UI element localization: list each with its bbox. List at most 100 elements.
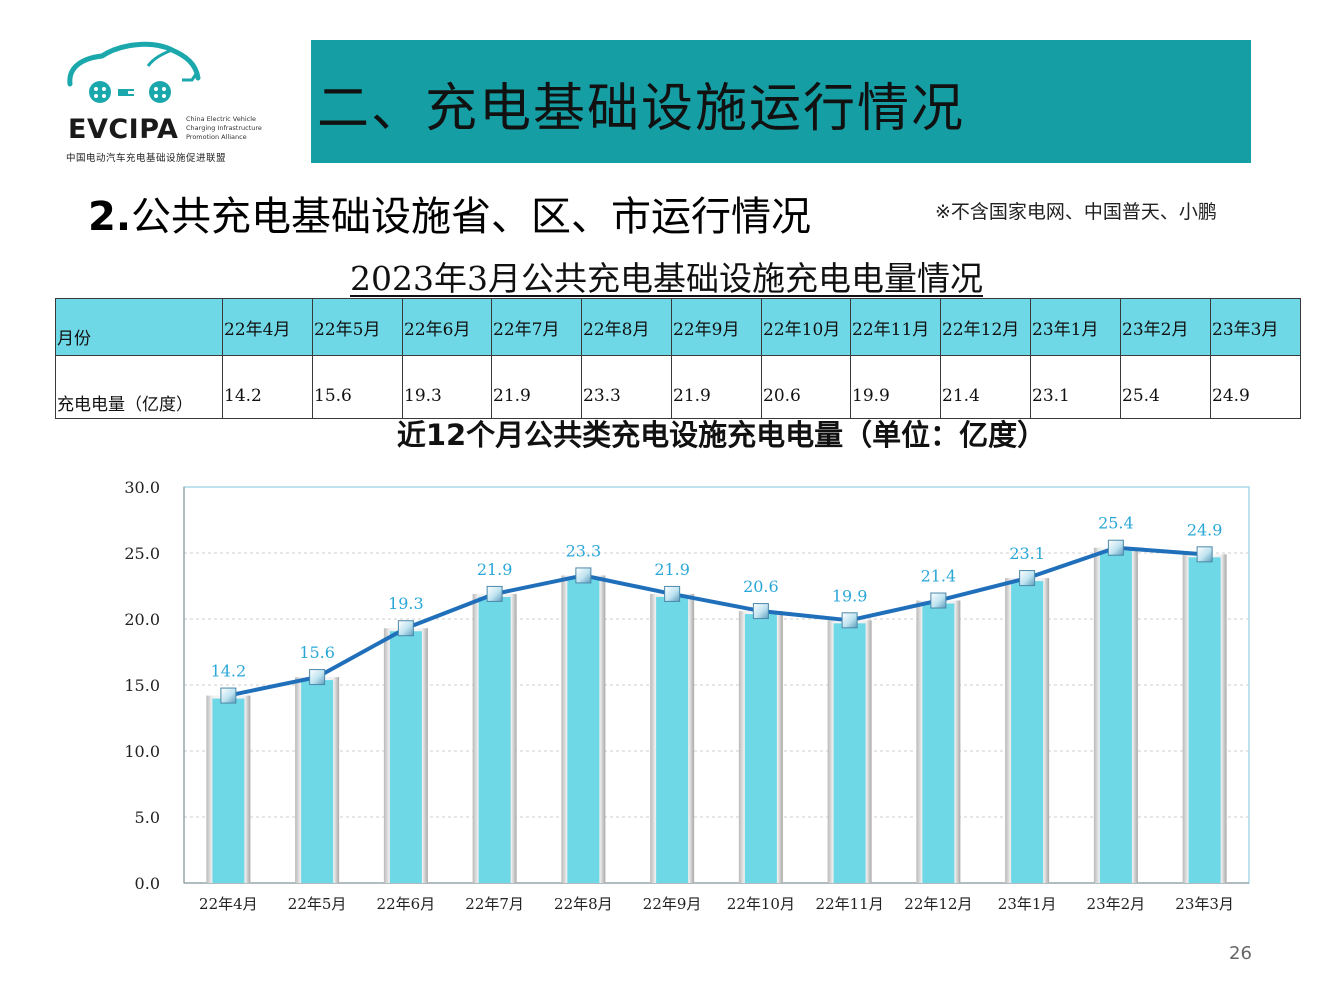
section-title-text: 公共充电基础设施省、区、市运行情况 xyxy=(131,194,812,240)
y-tick-label: 0.0 xyxy=(135,874,160,893)
table-title: 2023年3月公共充电基础设施充电电量情况 xyxy=(0,252,1333,300)
table-header-cell: 22年8月 xyxy=(581,298,672,356)
table-cell: 19.3 xyxy=(402,355,492,419)
data-label: 21.4 xyxy=(921,567,957,586)
table-cell: 19.9 xyxy=(850,355,941,419)
table-header-cell: 23年1月 xyxy=(1030,298,1121,356)
page-number: 26 xyxy=(1229,943,1252,964)
line-marker xyxy=(1196,546,1213,563)
bar xyxy=(833,623,866,883)
banner-title: 二、充电基础设施运行情况 xyxy=(317,79,966,139)
bar xyxy=(478,596,511,883)
line-marker xyxy=(930,592,947,609)
data-label: 23.1 xyxy=(1009,544,1045,563)
y-tick-label: 5.0 xyxy=(135,808,160,827)
table-row: 充电电量（亿度） 14.2 15.6 19.3 21.9 23.3 21.9 20.6 19.… xyxy=(55,355,1301,419)
table-header-cell: 22年9月 xyxy=(671,298,762,356)
line-marker xyxy=(486,585,503,602)
logo-chinese-name: 中国电动汽车充电基础设施促进联盟 xyxy=(66,153,227,164)
data-label: 21.9 xyxy=(477,560,513,579)
chart-title: 近12个月公共类充电设施充电电量（单位：亿度） xyxy=(396,418,1047,452)
table-header-cell: 22年6月 xyxy=(402,298,492,356)
y-tick-label: 10.0 xyxy=(124,742,160,761)
data-label: 21.9 xyxy=(654,560,690,579)
data-label: 25.4 xyxy=(1098,514,1134,533)
logo-wordmark: EVCIPA xyxy=(68,114,179,145)
bar xyxy=(1099,550,1132,883)
series-line xyxy=(227,545,1205,698)
line-marker xyxy=(1107,539,1124,556)
line-marker xyxy=(752,603,769,620)
logo-english-line: Charging Infrastructure xyxy=(186,124,262,132)
y-tick-label: 25.0 xyxy=(124,544,160,563)
x-tick-label: 22年5月 xyxy=(288,895,347,913)
exclusion-note: ※不含国家电网、中国普天、小鹏 xyxy=(935,201,1217,223)
section-title: 2.公共充电基础设施省、区、市运行情况 xyxy=(88,184,811,242)
line-marker xyxy=(841,612,858,629)
x-tick-label: 23年2月 xyxy=(1087,895,1146,913)
title-banner: 二、充电基础设施运行情况 xyxy=(311,40,1251,163)
line-marker xyxy=(309,669,326,686)
x-tick-label: 22年6月 xyxy=(377,895,436,913)
section-number: 2. xyxy=(88,194,132,240)
combo-chart: 0.0 5.0 10.0 15.0 20.0 25.0 30.0 22年4月 22年5月 22年6… xyxy=(124,478,1250,913)
x-tick-label: 22年9月 xyxy=(643,895,702,913)
table-title-text: 2023年3月公共充电基础设施充电电量情况 xyxy=(350,259,983,298)
bar xyxy=(212,698,245,883)
table-header-cell: 22年12月 xyxy=(940,298,1031,356)
data-label: 14.2 xyxy=(211,662,247,681)
bar xyxy=(301,680,334,883)
table-header-cell: 22年5月 xyxy=(312,298,403,356)
x-tick-label: 23年3月 xyxy=(1175,895,1234,913)
table-cell: 21.9 xyxy=(491,355,582,419)
data-label: 15.6 xyxy=(299,643,335,662)
table-cell: 21.9 xyxy=(671,355,762,419)
logo-english-name: China Electric Vehicle Charging Infrastr… xyxy=(186,115,282,142)
x-tick-label: 22年8月 xyxy=(554,895,613,913)
bar xyxy=(744,614,777,883)
data-label: 19.3 xyxy=(388,594,424,613)
table-cell: 23.1 xyxy=(1030,355,1121,419)
table-cell: 24.9 xyxy=(1210,355,1301,419)
table-header-cell: 22年11月 xyxy=(850,298,941,356)
y-tick-label: 20.0 xyxy=(124,610,160,629)
logo-english-line: China Electric Vehicle xyxy=(186,115,257,123)
bar xyxy=(656,596,689,883)
table-header-cell: 23年3月 xyxy=(1210,298,1301,356)
charging-volume-table: 月份 22年4月 22年5月 22年6月 22年7月 22年8月 22年9月 22年10月 2… xyxy=(55,298,1301,419)
table-cell: 15.6 xyxy=(312,355,403,419)
line-marker xyxy=(220,687,237,704)
x-tick-label: 23年1月 xyxy=(998,895,1057,913)
table-header-row: 月份 22年4月 22年5月 22年6月 22年7月 22年8月 22年9月 22年10月 2… xyxy=(55,298,1301,356)
y-tick-label: 15.0 xyxy=(124,676,160,695)
table-cell: 14.2 xyxy=(222,355,313,419)
table-row-label: 月份 xyxy=(55,298,223,356)
bar xyxy=(1188,557,1221,883)
data-label: 20.6 xyxy=(743,577,779,596)
line-marker xyxy=(575,567,592,584)
bar xyxy=(567,578,600,883)
table-header-cell: 22年10月 xyxy=(761,298,851,356)
table-header-cell: 23年2月 xyxy=(1120,298,1211,356)
line-marker xyxy=(397,620,414,637)
bar xyxy=(1011,581,1044,883)
plot-area xyxy=(183,486,1250,884)
x-tick-label: 22年10月 xyxy=(727,895,795,913)
y-tick-label: 30.0 xyxy=(124,478,160,497)
logo-english-line: Promotion Alliance xyxy=(186,133,247,141)
bar xyxy=(922,603,955,883)
table-cell: 25.4 xyxy=(1120,355,1211,419)
x-tick-label: 22年11月 xyxy=(816,895,884,913)
table-row-label: 充电电量（亿度） xyxy=(55,355,223,419)
table-cell: 20.6 xyxy=(761,355,851,419)
data-label: 19.9 xyxy=(832,586,868,605)
data-label: 24.9 xyxy=(1187,520,1223,539)
table-header-cell: 22年4月 xyxy=(222,298,313,356)
table-cell: 23.3 xyxy=(581,355,672,419)
data-label: 23.3 xyxy=(566,541,602,560)
table-cell: 21.4 xyxy=(940,355,1031,419)
line-marker xyxy=(1019,570,1036,587)
x-tick-label: 22年7月 xyxy=(465,895,524,913)
table-header-cell: 22年7月 xyxy=(491,298,582,356)
evcipa-logo: EVCIPA China Electric Vehicle Charging I… xyxy=(62,36,282,166)
